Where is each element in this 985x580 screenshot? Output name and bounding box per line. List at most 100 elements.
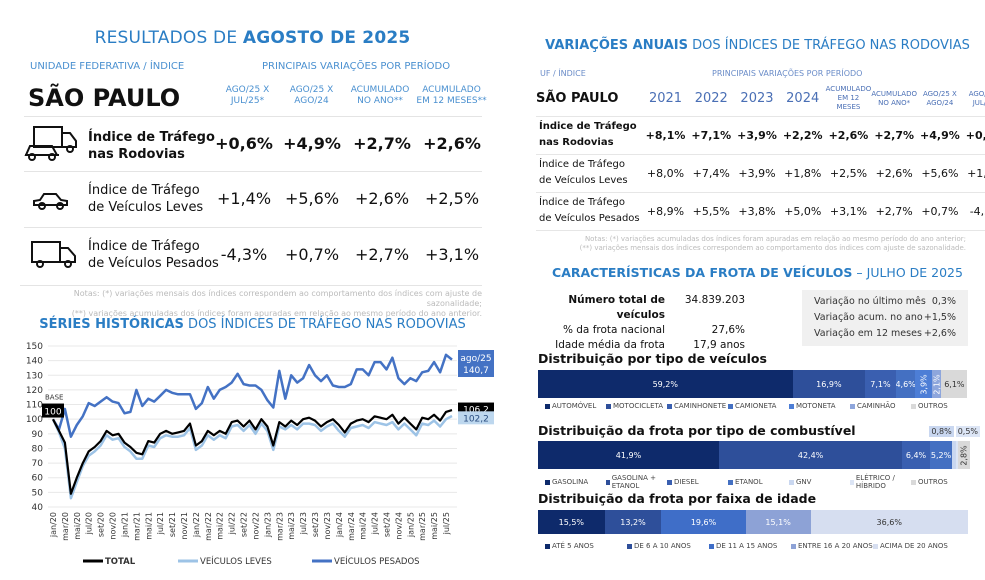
periods-label: PRINCIPAIS VARIAÇÕES POR PERÍODO xyxy=(712,69,863,78)
legend-label: ATÉ 5 ANOS xyxy=(552,542,594,550)
x-tick-label: mar/20 xyxy=(61,512,70,541)
legend-label: TOTAL xyxy=(105,557,136,567)
value: +1,4% xyxy=(216,189,272,208)
legend-swatch xyxy=(545,543,550,549)
x-tick-label: mai/24 xyxy=(359,512,368,540)
value: +5,0% xyxy=(779,192,826,231)
x-tick-label: mai/23 xyxy=(287,512,296,540)
value: -4,3% xyxy=(962,192,985,231)
legend-label: GASOLINA + ETANOL xyxy=(611,474,656,490)
col-header: AGO/25 X JUL/25* xyxy=(962,82,985,117)
age-dist-bar: 15,5% 13,2% 19,6% 15,1% 36,6% xyxy=(538,510,968,534)
x-tick-label: mai/20 xyxy=(73,512,82,540)
legend-item: ETANOL xyxy=(728,474,789,490)
segment-label: 6,1% xyxy=(944,379,965,389)
bar-segment: 5,2% xyxy=(929,441,953,469)
x-tick-label: jul/22 xyxy=(228,512,237,535)
legend-swatch xyxy=(667,403,672,409)
type-dist-legend: AUTOMÓVEL MOTOCICLETA CAMINHONETE CAMIONETA… xyxy=(545,402,972,410)
bar-segment: 41,9% xyxy=(538,441,719,469)
legend-swatch xyxy=(606,403,611,409)
note: (**) variações acumuladas dos índices fo… xyxy=(71,309,482,318)
legend-label: VEÍCULOS PESADOS xyxy=(334,555,420,567)
leves-badge xyxy=(458,411,494,425)
legend-label: ACIMA DE 20 ANOS xyxy=(880,542,948,550)
y-tick-label: 140 xyxy=(26,357,43,367)
y-tick-label: 130 xyxy=(26,371,43,381)
x-tick-label: mar/22 xyxy=(204,512,213,541)
segment-label: 0,5% xyxy=(955,426,981,437)
legend-swatch xyxy=(545,479,550,485)
leves-last-value: 102,2 xyxy=(463,414,489,424)
note: (**) variações mensais dos índices corre… xyxy=(579,244,966,252)
value: +2,2% xyxy=(779,116,826,155)
bar-segment: 19,6% xyxy=(661,510,746,534)
value: +5,6% xyxy=(917,154,963,193)
segment-label: 59,2% xyxy=(652,379,678,389)
pesados-last-value: 140,7 xyxy=(463,366,489,376)
value: +4,9% xyxy=(917,116,963,155)
value: +3,1% xyxy=(825,192,872,231)
value: +1,4% xyxy=(962,154,985,193)
y-tick-label: 60 xyxy=(32,474,44,484)
bar-segment: 16,9% xyxy=(792,370,866,398)
value: +2,5% xyxy=(825,154,872,193)
bar-segment: 59,2% xyxy=(538,370,793,398)
col-header: AGO/25 X AGO/24 xyxy=(289,85,334,106)
x-tick-label: nov/24 xyxy=(394,512,403,540)
row-label: Índice de Tráfego nas Rodovias xyxy=(536,116,643,155)
bar-segment: 7,1% xyxy=(865,370,896,398)
x-tick-label: mai/21 xyxy=(144,512,153,540)
y-tick-label: 100 xyxy=(26,415,43,425)
bar-segment: 3,9% xyxy=(915,370,933,398)
legend-item: ELÉTRICO / HÍBRIDO xyxy=(850,474,911,490)
pesados-badge xyxy=(458,350,494,377)
x-tick-label: set/21 xyxy=(168,512,177,537)
type-dist-bar: 59,2% 16,9% 7,1% 4,6% 3,9% 2,1% 6,1% xyxy=(538,370,968,398)
legend-item: DE 11 A 15 ANOS xyxy=(709,542,791,550)
col-header: 2022 xyxy=(688,82,735,117)
value: +7,4% xyxy=(688,154,735,193)
truck-icon xyxy=(31,241,76,268)
value: +2,7% xyxy=(354,245,410,264)
x-tick-label: mai/25 xyxy=(430,512,439,540)
segment-label: 42,4% xyxy=(797,450,824,460)
legend-swatch xyxy=(911,479,916,485)
x-tick-label: mar/24 xyxy=(347,512,356,541)
legend-swatch xyxy=(667,479,672,485)
value: +3,1% xyxy=(424,245,480,264)
legend-label: MOTONETA xyxy=(796,402,836,410)
value: +0,7% xyxy=(917,192,963,231)
legend-label: DE 6 A 10 ANOS xyxy=(634,542,691,550)
col-header: 2024 xyxy=(779,82,826,117)
legend-label: DE 11 A 15 ANOS xyxy=(716,542,778,550)
stat-label: Número total de veículos xyxy=(568,294,665,321)
segment-label: 19,6% xyxy=(690,517,717,527)
state-name: SÃO PAULO xyxy=(536,82,643,117)
x-tick-label: mai/22 xyxy=(216,512,225,540)
legend-label: OUTROS xyxy=(918,478,948,486)
stat-label: Idade média da frota xyxy=(555,339,665,351)
x-tick-label: set/20 xyxy=(97,512,106,537)
x-tick-label: jan/25 xyxy=(406,512,415,538)
value: +8,0% xyxy=(642,154,689,193)
col-header: 2021 xyxy=(642,82,689,117)
x-tick-label: jan/20 xyxy=(49,512,58,538)
x-tick-label: mar/25 xyxy=(418,512,427,541)
value: +2,7% xyxy=(871,116,918,155)
legend-swatch xyxy=(850,403,855,409)
bar-segment: 13,2% xyxy=(604,510,662,534)
bar-segment: 4,6% xyxy=(895,370,916,398)
value: +3,9% xyxy=(734,154,780,193)
value: +2,6% xyxy=(354,189,410,208)
segment-label: 2,1% xyxy=(932,373,942,395)
col-header: 2023 xyxy=(734,82,780,117)
fleet-title: CARACTERÍSTICAS DA FROTA DE VEÍCULOS – J… xyxy=(552,265,963,280)
value: +2,5% xyxy=(424,189,480,208)
series-line-total xyxy=(52,409,453,495)
segment-label: 5,2% xyxy=(930,450,952,460)
base-label: BASE xyxy=(45,394,63,402)
row-label: Índice de Tráfego nas Rodovias xyxy=(88,130,215,162)
legend-item: OUTROS xyxy=(911,474,972,490)
note: Notas: (*) variações mensais dos índices… xyxy=(73,289,482,308)
